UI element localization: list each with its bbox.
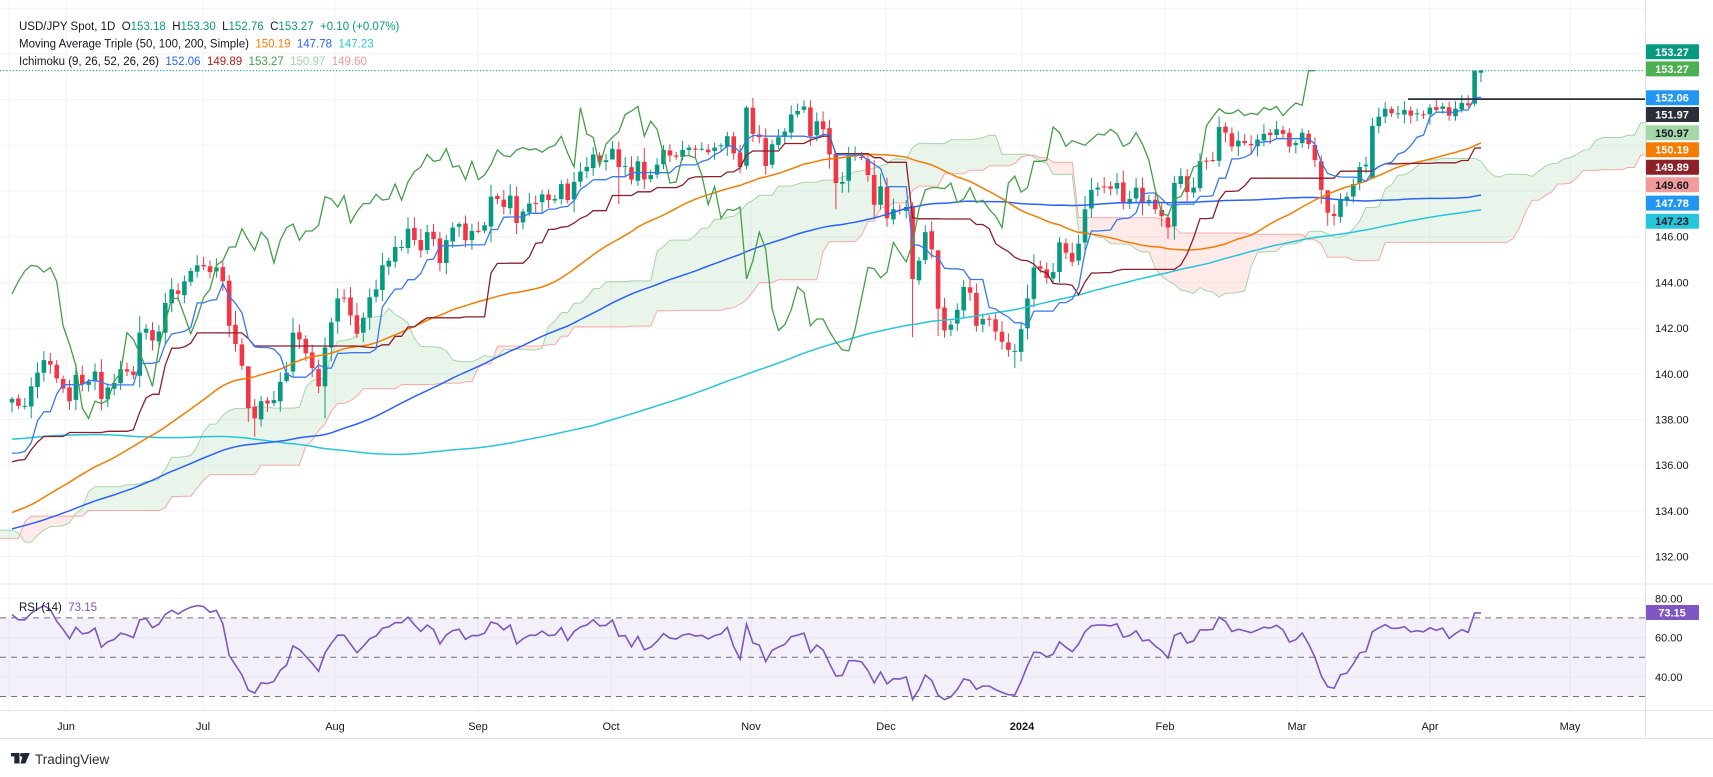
svg-text:RSI (14) 73.15: RSI (14) 73.15 [19, 602, 97, 614]
svg-text:153.27: 153.27 [1655, 64, 1689, 76]
svg-text:153.27: 153.27 [1655, 47, 1689, 59]
svg-text:Apr: Apr [1421, 721, 1438, 733]
svg-text:149.60: 149.60 [1655, 180, 1689, 192]
svg-text:Aug: Aug [325, 721, 345, 733]
svg-text:73.15: 73.15 [1658, 608, 1686, 620]
svg-text:151.97: 151.97 [1655, 110, 1689, 122]
svg-text:149.89: 149.89 [1655, 162, 1689, 174]
svg-text:May: May [1560, 721, 1581, 733]
svg-text:40.00: 40.00 [1655, 672, 1683, 684]
svg-text:Moving Average Triple (50, 100: Moving Average Triple (50, 100, 200, Sim… [19, 39, 374, 51]
svg-text:2024: 2024 [1010, 721, 1035, 733]
svg-text:TradingView: TradingView [35, 752, 110, 767]
svg-text:Nov: Nov [741, 721, 761, 733]
svg-text:Sep: Sep [468, 721, 488, 733]
svg-text:138.00: 138.00 [1655, 415, 1689, 427]
svg-text:Jun: Jun [57, 721, 75, 733]
svg-text:144.00: 144.00 [1655, 277, 1689, 289]
svg-text:136.00: 136.00 [1655, 460, 1689, 472]
svg-text:Ichimoku (9, 26, 52, 26, 26): Ichimoku (9, 26, 52, 26, 26) 152.06 149.… [19, 56, 367, 68]
svg-text:80.00: 80.00 [1655, 593, 1683, 605]
svg-text:132.00: 132.00 [1655, 552, 1689, 564]
svg-text:152.06: 152.06 [1655, 93, 1689, 105]
svg-text:60.00: 60.00 [1655, 633, 1683, 645]
svg-text:Jul: Jul [196, 721, 210, 733]
svg-text:140.00: 140.00 [1655, 369, 1689, 381]
svg-text:147.78: 147.78 [1655, 198, 1689, 210]
svg-text:Dec: Dec [876, 721, 896, 733]
svg-text:134.00: 134.00 [1655, 506, 1689, 518]
svg-text:Feb: Feb [1156, 721, 1175, 733]
svg-text:150.19: 150.19 [1655, 145, 1689, 157]
svg-text:142.00: 142.00 [1655, 323, 1689, 335]
svg-text:Mar: Mar [1288, 721, 1307, 733]
svg-text:147.23: 147.23 [1655, 216, 1689, 228]
svg-text:150.97: 150.97 [1655, 128, 1689, 140]
svg-text:Oct: Oct [602, 721, 619, 733]
svg-text:146.00: 146.00 [1655, 232, 1689, 244]
svg-text:USD/JPY Spot, 1D O153.18 H15: USD/JPY Spot, 1D O153.18 H153.30 L152.76… [19, 21, 399, 33]
